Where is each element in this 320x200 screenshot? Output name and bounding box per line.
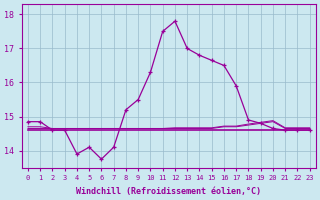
X-axis label: Windchill (Refroidissement éolien,°C): Windchill (Refroidissement éolien,°C) [76,187,261,196]
